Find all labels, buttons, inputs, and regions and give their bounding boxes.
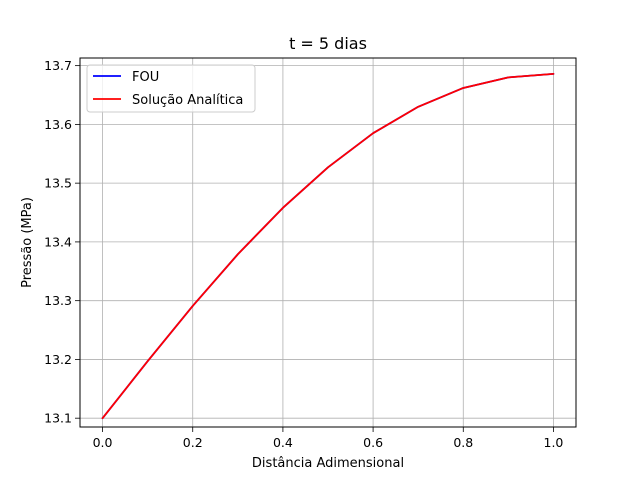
chart-title: t = 5 dias [289, 34, 367, 53]
y-tick-label: 13.2 [44, 352, 72, 367]
y-tick-label: 13.1 [44, 411, 72, 426]
x-tick-label: 0.8 [453, 435, 473, 450]
series-layer [101, 72, 555, 420]
series-line-0 [101, 72, 555, 420]
series-line-1 [101, 72, 555, 420]
x-tick-label: 1.0 [544, 435, 564, 450]
x-axis-label: Distância Adimensional [252, 456, 404, 471]
x-tick-label: 0.4 [273, 435, 293, 450]
x-axis: 0.0 0.2 0.4 0.6 0.8 1.0 [93, 427, 564, 450]
legend-label-fou: FOU [132, 70, 159, 85]
legend: FOU Solução Analítica [86, 64, 256, 113]
y-tick-label: 13.7 [44, 58, 72, 73]
y-axis-label: Pressão (MPa) [20, 197, 35, 288]
x-tick-label: 0.0 [93, 435, 113, 450]
plot-frame [79, 57, 577, 428]
y-axis: 13.1 13.2 13.3 13.4 13.5 13.6 13.7 [44, 58, 80, 426]
y-tick-label: 13.4 [44, 234, 72, 249]
y-tick-label: 13.5 [44, 176, 72, 191]
y-tick-label: 13.3 [44, 293, 72, 308]
grid-lines [80, 58, 576, 427]
legend-box [86, 64, 256, 113]
legend-label-analytical: Solução Analítica [132, 93, 243, 108]
x-tick-label: 0.6 [363, 435, 383, 450]
y-tick-label: 13.6 [44, 117, 72, 132]
x-tick-label: 0.2 [183, 435, 203, 450]
